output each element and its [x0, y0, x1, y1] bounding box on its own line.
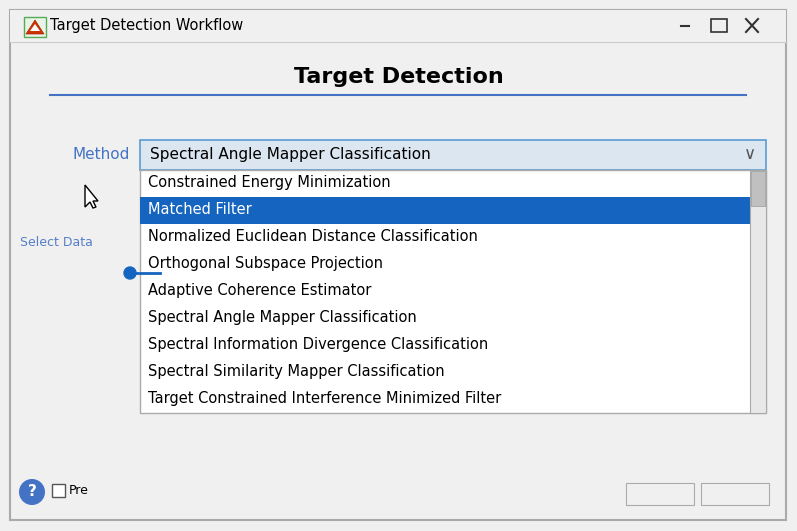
Bar — [140, 170, 766, 413]
Text: Sig: Sig — [155, 290, 175, 303]
Text: Adaptive Coherence Estimator: Adaptive Coherence Estimator — [148, 283, 371, 298]
Text: Spectral Angle Mapper Classification: Spectral Angle Mapper Classification — [148, 310, 417, 325]
Bar — [140, 197, 750, 224]
Text: Spectral Similarity Mapper Classification: Spectral Similarity Mapper Classificatio… — [148, 364, 445, 379]
Text: Spectral Angle Mapper Classification: Spectral Angle Mapper Classification — [150, 147, 430, 162]
Text: Target Detection Workflow: Target Detection Workflow — [50, 18, 243, 33]
Text: Spectral Information Divergence Classification: Spectral Information Divergence Classifi… — [148, 337, 489, 352]
Bar — [24, 17, 46, 37]
Text: ?: ? — [28, 484, 37, 499]
Bar — [10, 10, 786, 42]
Polygon shape — [30, 24, 40, 31]
Bar — [701, 483, 769, 505]
Text: Orthogonal Subspace Projection: Orthogonal Subspace Projection — [148, 256, 383, 271]
Text: Target Detection: Target Detection — [293, 67, 504, 87]
Text: Normalized Euclidean Distance Classification: Normalized Euclidean Distance Classifica… — [148, 229, 478, 244]
Bar — [711, 19, 727, 32]
Circle shape — [19, 479, 45, 505]
Bar — [52, 484, 65, 497]
Circle shape — [124, 267, 136, 279]
Text: Select Data: Select Data — [20, 236, 93, 249]
Bar — [750, 170, 766, 413]
Text: Method: Method — [73, 147, 130, 162]
Text: ∨: ∨ — [744, 145, 756, 163]
Polygon shape — [85, 185, 98, 208]
Bar — [140, 140, 766, 170]
Bar — [751, 171, 765, 206]
Polygon shape — [26, 20, 44, 34]
Bar — [626, 483, 694, 505]
Text: Constrained Energy Minimization: Constrained Energy Minimization — [148, 175, 391, 190]
Text: Matched Filter: Matched Filter — [148, 202, 252, 217]
Text: Pre: Pre — [69, 484, 89, 497]
Text: Target Constrained Interference Minimized Filter: Target Constrained Interference Minimize… — [148, 391, 501, 406]
